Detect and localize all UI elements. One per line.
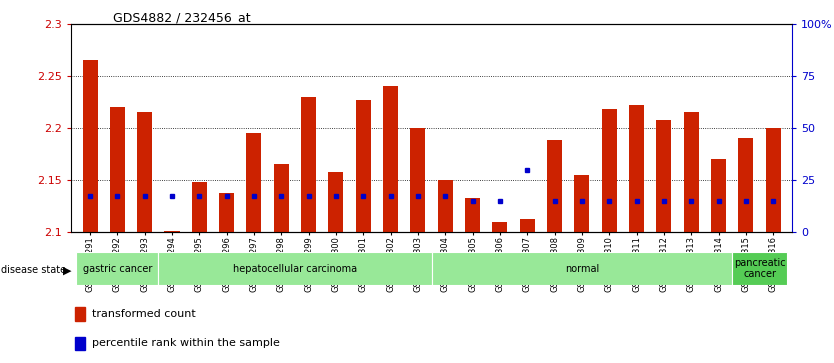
Text: pancreatic
cancer: pancreatic cancer (734, 258, 786, 280)
Bar (711, 159, 726, 232)
Bar (438, 180, 453, 232)
Bar (137, 112, 152, 232)
Bar (383, 86, 398, 232)
Bar (738, 138, 753, 232)
Bar (274, 164, 289, 232)
Bar (547, 140, 562, 232)
Bar (410, 128, 425, 232)
Text: disease state: disease state (1, 265, 66, 276)
Bar (110, 107, 125, 232)
Bar (75, 307, 85, 321)
Text: percentile rank within the sample: percentile rank within the sample (92, 338, 279, 348)
Bar (492, 222, 507, 232)
Bar (301, 97, 316, 232)
Bar (520, 219, 535, 232)
Bar (601, 109, 616, 232)
Bar (75, 337, 85, 350)
Text: GDS4882 / 232456_at: GDS4882 / 232456_at (113, 11, 250, 24)
Bar (629, 105, 644, 232)
Bar (356, 100, 371, 232)
Bar (329, 172, 344, 232)
Bar (465, 198, 480, 232)
Bar (83, 60, 98, 232)
Bar (432, 252, 732, 285)
Bar (766, 128, 781, 232)
Bar (575, 175, 590, 232)
Bar (77, 252, 158, 285)
Text: gastric cancer: gastric cancer (83, 264, 152, 274)
Text: hepatocellular carcinoma: hepatocellular carcinoma (233, 264, 357, 274)
Bar (158, 252, 432, 285)
Bar (164, 231, 179, 232)
Bar (192, 182, 207, 232)
Text: ▶: ▶ (63, 265, 71, 276)
Bar (219, 193, 234, 232)
Bar (684, 112, 699, 232)
Bar (732, 252, 786, 285)
Text: transformed count: transformed count (92, 309, 195, 319)
Bar (247, 133, 262, 232)
Text: normal: normal (565, 264, 599, 274)
Bar (656, 119, 671, 232)
